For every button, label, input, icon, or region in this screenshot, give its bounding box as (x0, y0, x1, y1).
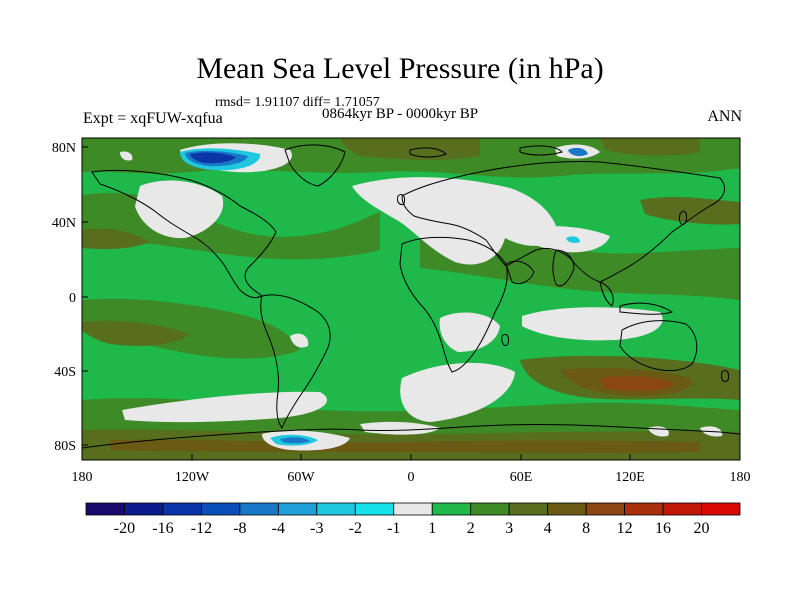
colorbar-swatch (701, 502, 741, 516)
season-label: ANN (707, 108, 742, 125)
stats-text: rmsd= 1.91107 diff= 1.71057 (215, 95, 380, 110)
lon-label-180w: 180 (72, 470, 93, 485)
colorbar-swatch (124, 502, 164, 516)
colorbar-label: -20 (114, 520, 135, 537)
colorbar-swatch (316, 502, 356, 516)
colorbar-swatch (354, 502, 395, 516)
colorbar-swatch (662, 502, 702, 516)
colorbar-label: 20 (694, 520, 710, 537)
colorbar-label: 16 (655, 520, 671, 537)
colorbar-label: 1 (428, 520, 436, 537)
colorbar-swatch (162, 502, 202, 516)
colorbar-swatch (201, 502, 241, 516)
pressure-field (82, 138, 740, 460)
lon-label-120e: 120E (615, 470, 645, 485)
colorbar-label: -1 (387, 520, 400, 537)
colorbar-label: 3 (505, 520, 513, 537)
lat-label-40s: 40S (54, 365, 76, 380)
colorbar-label: 2 (467, 520, 475, 537)
lon-label-60e: 60E (510, 470, 533, 485)
longitude-axis: 180 120W 60W 0 60E 120E 180 (72, 454, 751, 485)
colorbar-swatch (277, 502, 318, 516)
colorbar-swatch (508, 502, 549, 516)
colorbar-swatch (431, 502, 472, 516)
lon-label-0: 0 (408, 470, 415, 485)
lat-label-80s: 80S (54, 439, 76, 454)
colorbar-label: 8 (582, 520, 590, 537)
colorbar-label: -4 (272, 520, 285, 537)
lon-label-60w: 60W (287, 470, 315, 485)
colorbar: -20 -16 -12 -8 -4 -3 -2 -1 1 2 3 4 8 12 16 20 (85, 502, 741, 537)
lat-label-40n: 40N (52, 216, 76, 231)
colorbar-swatch (585, 502, 625, 516)
colorbar-label: 4 (544, 520, 552, 537)
colorbar-swatch (85, 502, 125, 516)
latitude-axis: 80N 40N 0 40S 80S (52, 141, 88, 454)
period-text: 0864kyr BP - 0000kyr BP (322, 106, 479, 122)
experiment-label: Expt = xqFUW-xqfua (83, 110, 223, 127)
colorbar-label: -16 (152, 520, 173, 537)
colorbar-label: -8 (233, 520, 246, 537)
lat-label-80n: 80N (52, 141, 76, 156)
colorbar-label: -12 (191, 520, 212, 537)
colorbar-swatch (239, 502, 279, 516)
colorbar-swatch (470, 502, 510, 516)
colorbar-swatch (624, 502, 664, 516)
chart-title: Mean Sea Level Pressure (in hPa) (196, 52, 604, 85)
colorbar-label: 12 (617, 520, 633, 537)
colorbar-swatch (393, 502, 433, 516)
negative-anomaly-areas (180, 147, 588, 446)
lat-label-0: 0 (69, 291, 76, 306)
coastlines (82, 144, 740, 449)
colorbar-label: -2 (349, 520, 362, 537)
lon-label-120w: 120W (175, 470, 210, 485)
colorbar-label: -3 (310, 520, 323, 537)
lon-label-180e: 180 (730, 470, 751, 485)
near-zero-areas (120, 143, 723, 451)
colorbar-swatch (547, 502, 587, 516)
